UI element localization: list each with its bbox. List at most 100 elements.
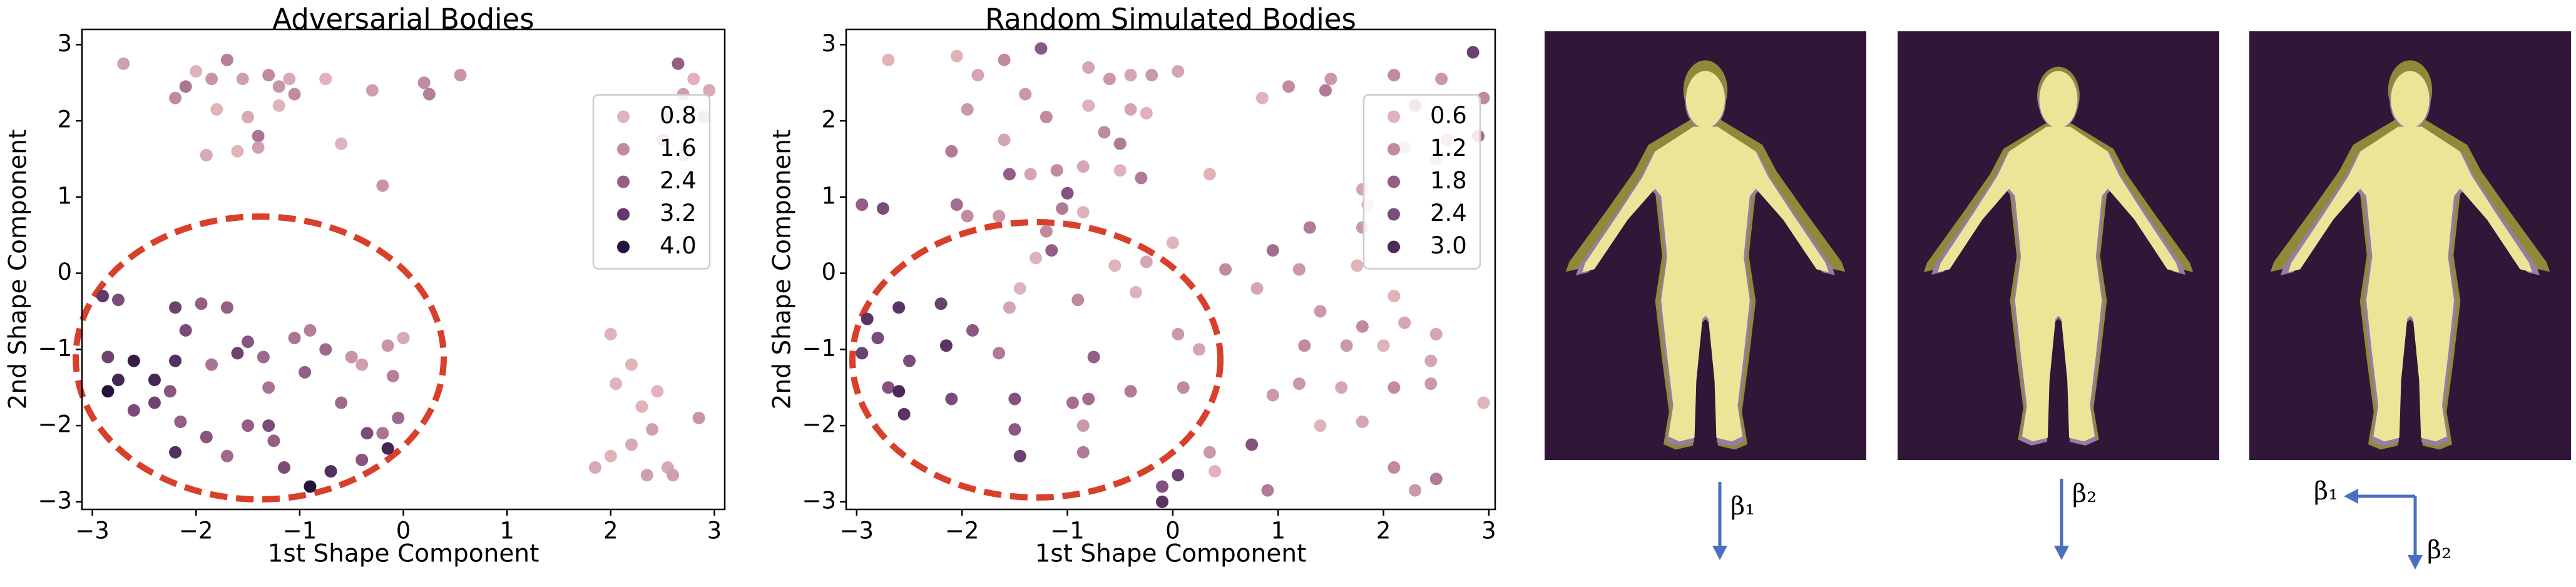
legend-marker: [1388, 208, 1400, 221]
point: [392, 411, 405, 424]
legend-label: 2.4: [660, 167, 697, 194]
point: [179, 324, 192, 337]
point: [272, 99, 285, 112]
point: [1340, 339, 1353, 352]
point: [365, 84, 379, 97]
y-tick-label: 1: [821, 182, 836, 209]
point: [1145, 69, 1158, 82]
axes-frame: [845, 28, 1496, 511]
point: [604, 327, 617, 340]
point: [324, 465, 337, 478]
point: [1082, 99, 1095, 112]
point: [386, 369, 399, 382]
point: [1030, 252, 1043, 265]
point: [1203, 168, 1216, 181]
point: [1424, 354, 1438, 367]
point: [1219, 263, 1232, 276]
point: [278, 461, 291, 474]
point: [283, 73, 296, 86]
cluster-ellipse: [849, 219, 1224, 501]
legend-marker: [617, 143, 630, 156]
point: [1245, 438, 1259, 451]
point: [1298, 339, 1311, 352]
point: [1177, 381, 1190, 394]
point: [903, 354, 916, 367]
beta-label: β₁: [1730, 492, 1755, 521]
point: [998, 133, 1011, 146]
body-panel: [2249, 31, 2571, 460]
point: [299, 365, 312, 379]
point: [417, 76, 431, 89]
point: [1124, 103, 1137, 116]
point: [672, 57, 685, 70]
y-tick-label: 2: [821, 106, 836, 133]
point: [966, 324, 979, 337]
point: [1050, 164, 1063, 177]
point: [242, 111, 255, 124]
point: [267, 434, 280, 447]
scatter-chart: Adversarial Bodies 1st Shape Component 2nd…: [4, 3, 726, 568]
y-tick-label: 1: [57, 182, 72, 209]
point: [1013, 282, 1026, 295]
point: [882, 381, 895, 394]
point: [1319, 84, 1332, 97]
point: [1335, 381, 1348, 394]
point: [231, 347, 244, 360]
point: [1388, 69, 1401, 82]
point: [1076, 160, 1090, 173]
point: [1003, 301, 1016, 314]
point: [588, 461, 601, 474]
legend-label: 3.0: [1430, 232, 1467, 259]
point: [1129, 286, 1142, 299]
point: [1061, 186, 1074, 200]
point: [871, 332, 884, 345]
point: [1040, 111, 1053, 124]
point: [1466, 46, 1480, 59]
point: [252, 141, 265, 154]
point: [1209, 465, 1222, 478]
point: [117, 57, 130, 70]
y-tick-label: 3: [57, 30, 72, 57]
point: [1172, 64, 1185, 78]
point: [272, 80, 285, 93]
point: [993, 210, 1006, 223]
y-tick-label: −1: [802, 335, 836, 362]
point: [381, 339, 394, 352]
x-tick-label: 3: [707, 518, 722, 544]
point: [1045, 244, 1058, 257]
point: [1113, 137, 1127, 150]
point: [856, 347, 869, 360]
legend-marker: [1388, 143, 1400, 156]
cluster-ellipse: [73, 213, 447, 503]
point: [640, 469, 653, 482]
point: [1124, 69, 1137, 82]
point: [231, 145, 244, 158]
point: [610, 377, 623, 390]
legend-box: [592, 94, 711, 270]
point: [111, 374, 125, 387]
arrows: [1712, 479, 2423, 569]
point: [127, 404, 140, 417]
point: [703, 84, 716, 97]
point: [335, 396, 348, 409]
point: [646, 423, 659, 436]
point: [1024, 168, 1037, 181]
point: [1324, 73, 1337, 86]
point: [127, 354, 140, 367]
point: [625, 358, 638, 371]
point: [604, 449, 617, 462]
point: [1076, 446, 1090, 459]
point: [200, 148, 213, 161]
point: [1019, 88, 1032, 101]
point: [692, 411, 705, 424]
point: [882, 53, 895, 66]
point: [1314, 305, 1327, 318]
point: [174, 415, 187, 428]
legend-marker: [1388, 175, 1400, 188]
point: [262, 381, 275, 394]
point: [1040, 225, 1053, 238]
y-tick-label: 0: [57, 258, 72, 285]
x-axis-label: 1st Shape Component: [1035, 540, 1307, 568]
x-axis-label: 1st Shape Component: [268, 540, 539, 568]
